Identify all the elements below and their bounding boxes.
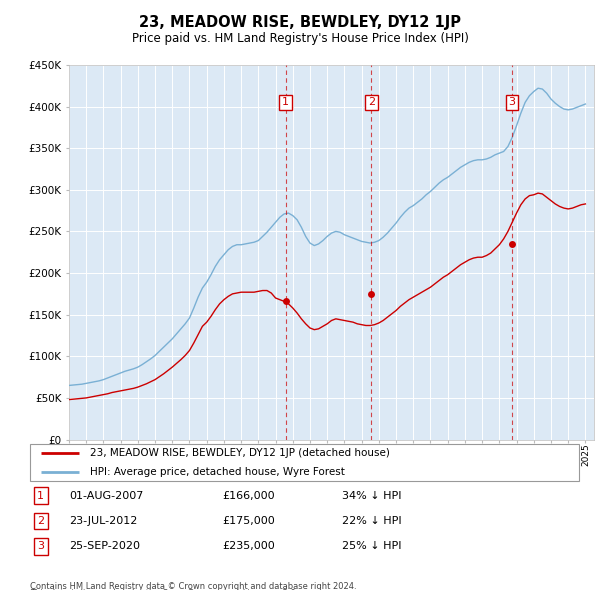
Text: 3: 3 xyxy=(508,97,515,107)
Text: This data is licensed under the Open Government Licence v3.0.: This data is licensed under the Open Gov… xyxy=(30,589,298,590)
Text: £235,000: £235,000 xyxy=(222,542,275,551)
Text: 2: 2 xyxy=(37,516,44,526)
Text: Price paid vs. HM Land Registry's House Price Index (HPI): Price paid vs. HM Land Registry's House … xyxy=(131,32,469,45)
Text: 34% ↓ HPI: 34% ↓ HPI xyxy=(342,491,401,500)
Text: £175,000: £175,000 xyxy=(222,516,275,526)
Text: £166,000: £166,000 xyxy=(222,491,275,500)
Text: 25-SEP-2020: 25-SEP-2020 xyxy=(69,542,140,551)
Text: 3: 3 xyxy=(37,542,44,551)
FancyBboxPatch shape xyxy=(30,444,579,481)
Text: 23, MEADOW RISE, BEWDLEY, DY12 1JP: 23, MEADOW RISE, BEWDLEY, DY12 1JP xyxy=(139,15,461,30)
Text: 2: 2 xyxy=(368,97,375,107)
Text: 23-JUL-2012: 23-JUL-2012 xyxy=(69,516,137,526)
Text: 1: 1 xyxy=(282,97,289,107)
Text: 01-AUG-2007: 01-AUG-2007 xyxy=(69,491,143,500)
Text: 23, MEADOW RISE, BEWDLEY, DY12 1JP (detached house): 23, MEADOW RISE, BEWDLEY, DY12 1JP (deta… xyxy=(91,448,390,458)
Text: 1: 1 xyxy=(37,491,44,500)
Text: 22% ↓ HPI: 22% ↓ HPI xyxy=(342,516,401,526)
Text: HPI: Average price, detached house, Wyre Forest: HPI: Average price, detached house, Wyre… xyxy=(91,467,345,477)
Text: 25% ↓ HPI: 25% ↓ HPI xyxy=(342,542,401,551)
Text: Contains HM Land Registry data © Crown copyright and database right 2024.: Contains HM Land Registry data © Crown c… xyxy=(30,582,356,590)
